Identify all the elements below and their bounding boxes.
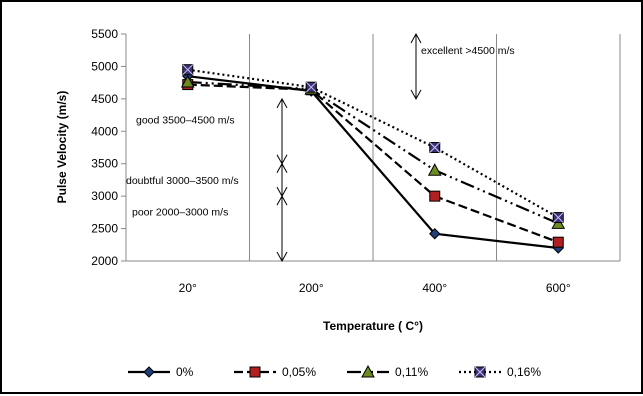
y-tick-label: 5500 [91, 27, 118, 41]
series-line-1 [187, 83, 559, 244]
x-tick-labels: 20° 200° 400° 600° [179, 281, 571, 295]
legend-marker-1 [249, 366, 261, 378]
y-tick-label: 4000 [91, 124, 118, 138]
data-point-s3-3-cross-b [552, 212, 564, 223]
data-point-s3-2-cross-b [429, 142, 441, 153]
excellent-arrow-head-bottom [410, 89, 422, 100]
legend-label-0: 0% [176, 365, 194, 379]
legend-marker-3-cross-b [474, 366, 486, 378]
legend-label-3: 0,16% [507, 365, 541, 379]
doubtful-arrow-head-top [276, 162, 288, 173]
annotation-doubtful: doubtful 3000–3500 m/s [126, 175, 239, 187]
data-point-s3-1-cross-b [305, 81, 317, 93]
x-tick-label: 20° [179, 281, 197, 295]
data-point-s0-2 [429, 228, 441, 240]
x-tick-label: 600° [546, 281, 571, 295]
annotation-poor: poor 2000–3000 m/s [132, 207, 228, 219]
excellent-arrow-head-top [410, 32, 422, 44]
series-line-2 [187, 80, 559, 225]
x-axis-title: Temperature ( C°) [323, 319, 423, 333]
poor-arrow-head-top [276, 195, 288, 206]
x-tick-label: 400° [422, 281, 447, 295]
axes [125, 34, 620, 262]
legend-label-2: 0,11% [395, 365, 428, 379]
legend-label-1: 0,05% [282, 365, 316, 379]
data-point-s1-2 [429, 190, 441, 202]
y-axis-title: Pulse Velocity (m/s) [55, 91, 69, 204]
y-tick-label: 5000 [91, 59, 118, 73]
y-tick-label: 2500 [91, 222, 118, 236]
annotation-good: good 3500–4500 m/s [136, 115, 235, 127]
annotation-excellent: excellent >4500 m/s [421, 45, 515, 57]
data-point-s2-0 [180, 74, 195, 88]
series-lines [187, 68, 559, 250]
legend-marker-0 [143, 366, 155, 378]
y-tick-labels: 2000 2500 3000 3500 4000 4500 5000 5500 [91, 27, 126, 268]
legend-marker-2 [361, 364, 375, 378]
poor-arrow-head-bottom [276, 251, 288, 263]
series-markers [180, 64, 566, 254]
good-arrow-head-top [276, 97, 288, 109]
data-point-s1-3 [552, 236, 564, 248]
data-point-s2-2 [427, 163, 442, 176]
legend: 0% 0,05% 0,11% 0,16% [128, 364, 541, 379]
data-point-s3-0-cross-b [182, 64, 194, 76]
annotations: excellent >4500 m/s good 3500–4500 m/s dou… [126, 32, 515, 263]
y-tick-label: 2000 [91, 254, 118, 268]
y-tick-label: 3500 [91, 157, 118, 171]
y-tick-label: 4500 [91, 92, 118, 106]
x-tick-label: 200° [299, 281, 324, 295]
series-line-0 [187, 75, 559, 250]
grid-lines [249, 34, 621, 261]
y-tick-label: 3000 [91, 189, 118, 203]
